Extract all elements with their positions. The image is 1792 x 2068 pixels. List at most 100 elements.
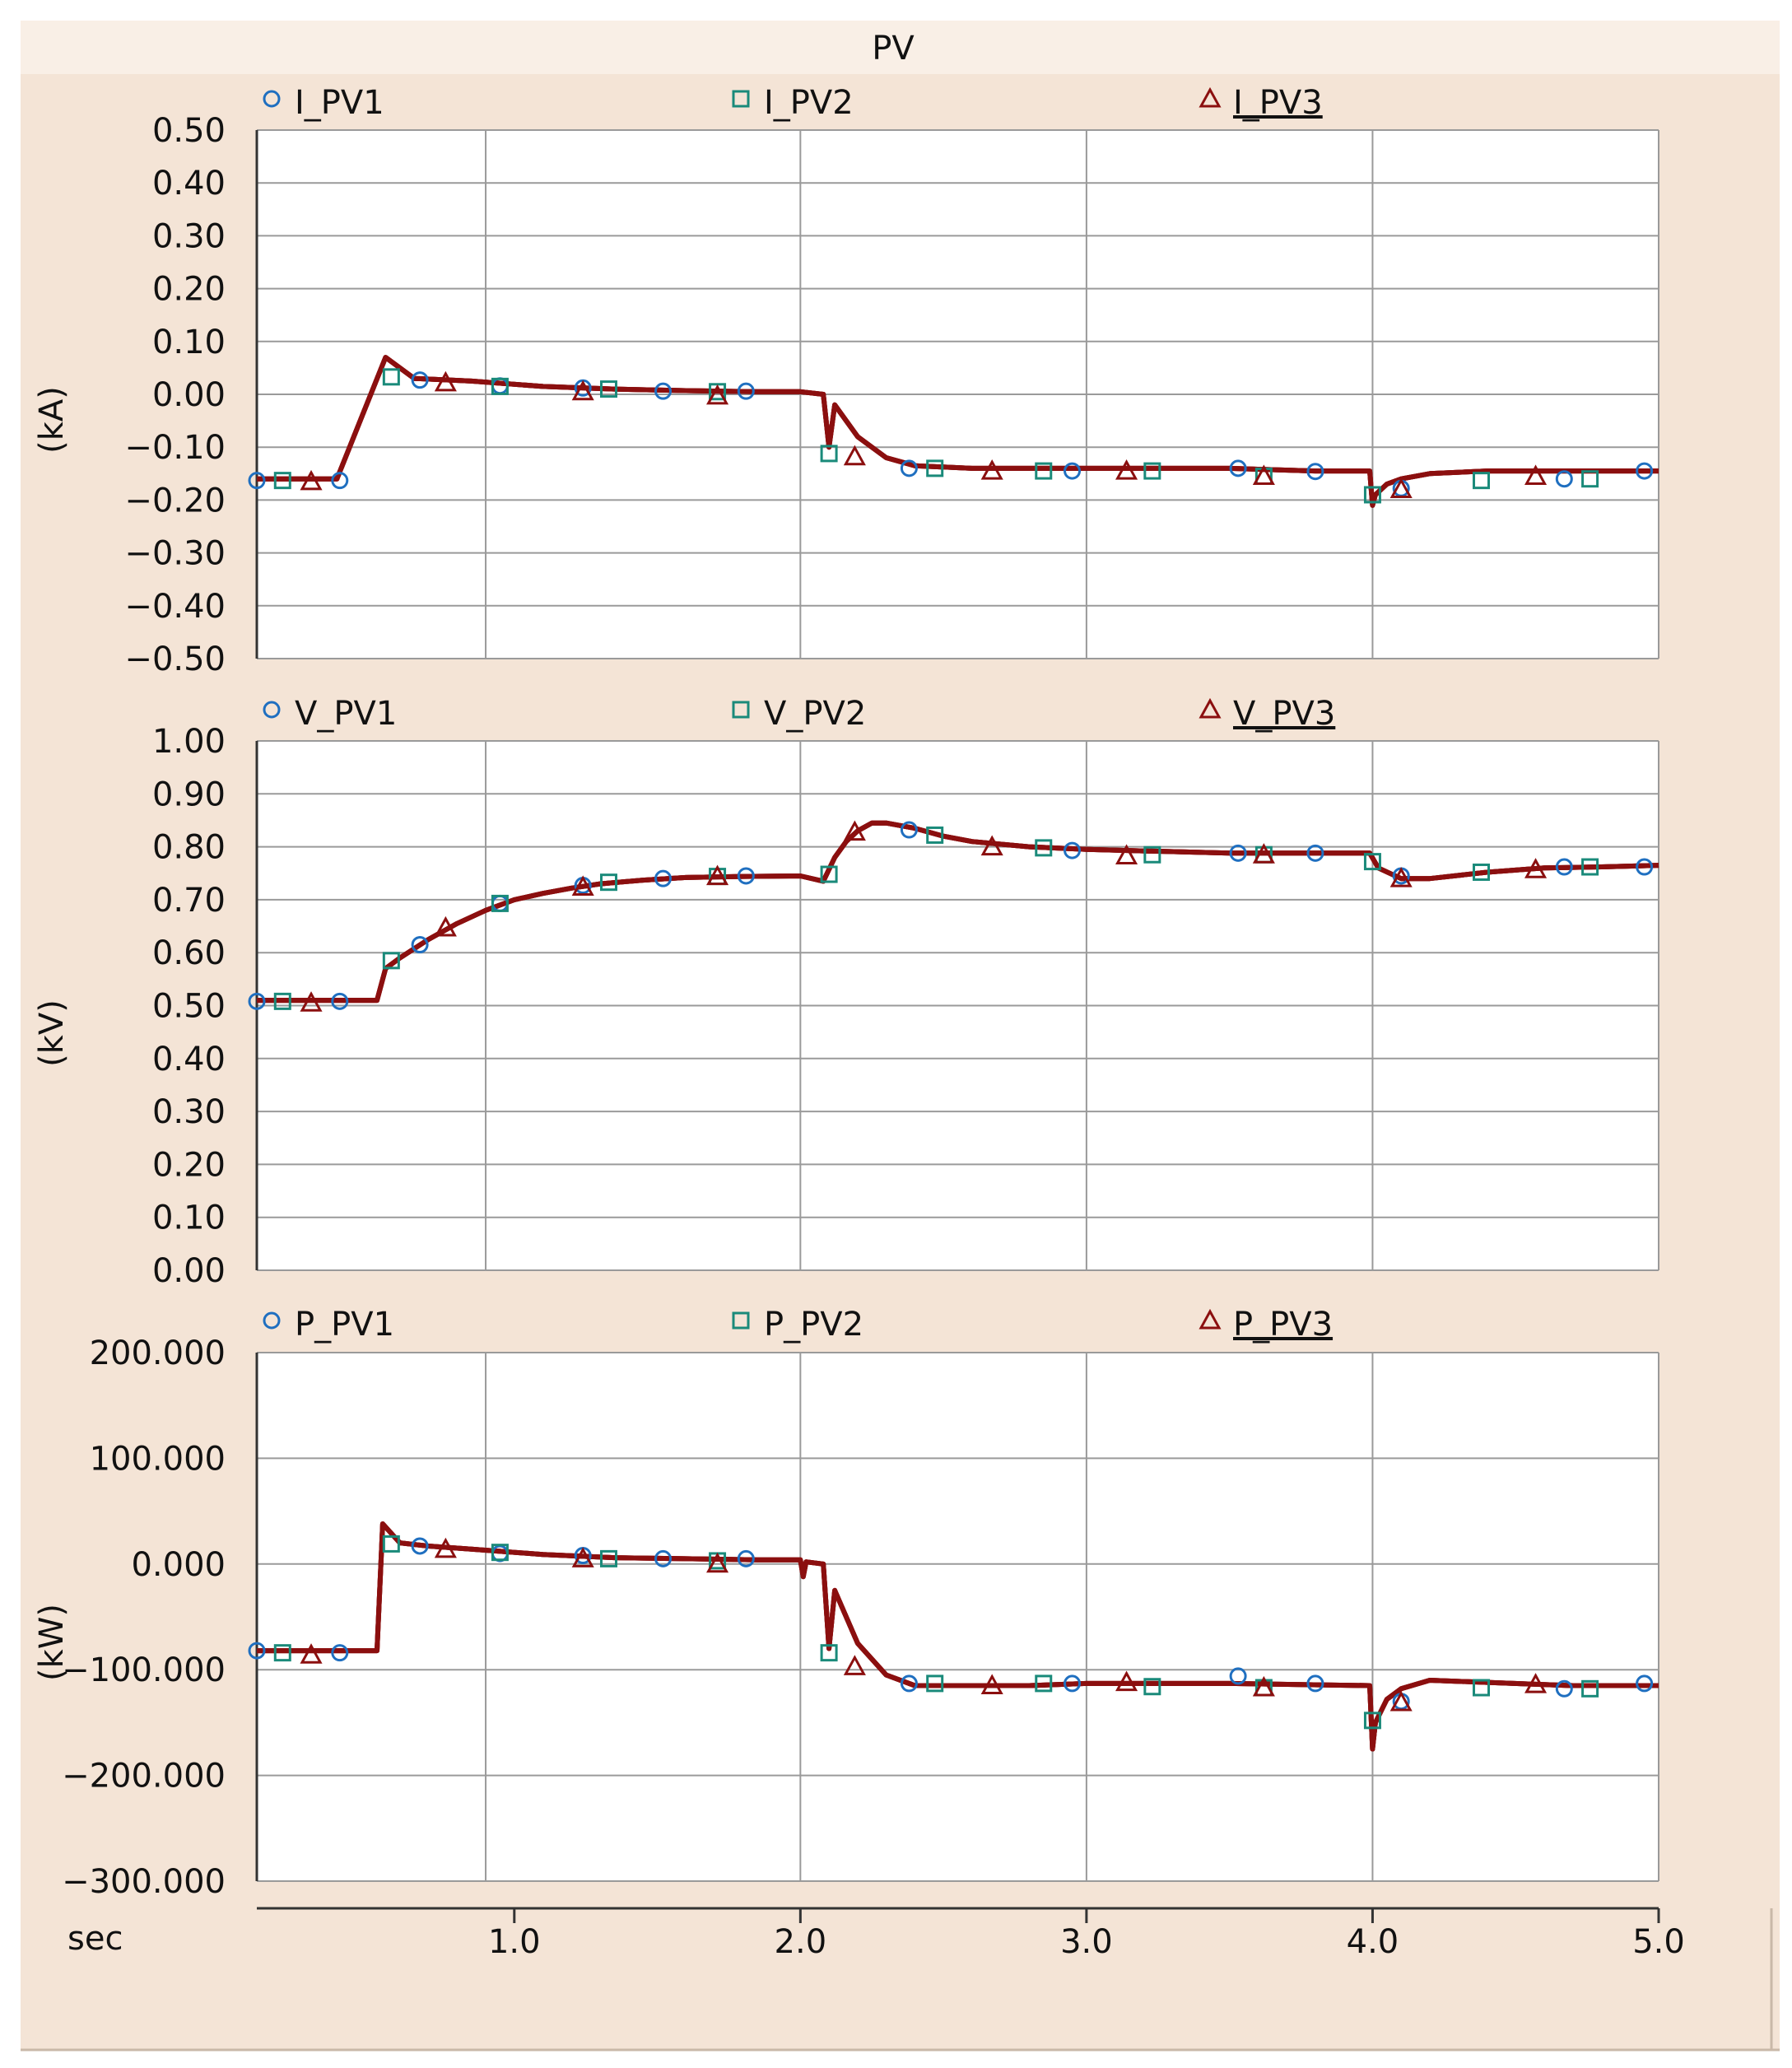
- data-point-I_PV2: [382, 368, 400, 386]
- y-tick-label: −200.000: [62, 1758, 226, 1796]
- data-point-V_PV3: [434, 915, 457, 937]
- data-point-I_PV1: [654, 382, 673, 400]
- data-point-V_PV1: [654, 869, 673, 887]
- data-point-I_PV2: [1363, 486, 1381, 504]
- data-point-I_PV3: [300, 469, 323, 491]
- legend-marker-I_PV3: [1199, 86, 1222, 108]
- legend-marker-P_PV2: [732, 1311, 750, 1330]
- legend-label-I_PV3[interactable]: I_PV3: [1233, 84, 1323, 122]
- data-point-V_PV1: [331, 992, 349, 1010]
- data-point-P_PV3: [1389, 1690, 1413, 1712]
- data-point-V_PV1: [1555, 858, 1573, 876]
- y-tick-label: 100.000: [90, 1440, 226, 1478]
- y-tick-label: 200.000: [90, 1334, 226, 1372]
- data-point-P_PV2: [382, 1535, 400, 1553]
- y-tick-label: 0.80: [152, 829, 226, 867]
- legend-label-V_PV2[interactable]: V_PV2: [764, 695, 866, 733]
- data-point-V_PV1: [1636, 858, 1654, 876]
- data-point-I_PV1: [1306, 463, 1324, 481]
- data-point-V_PV2: [926, 826, 944, 844]
- data-point-P_PV2: [273, 1644, 291, 1662]
- data-point-V_PV1: [1229, 844, 1247, 862]
- data-point-I_PV1: [1229, 459, 1247, 477]
- data-point-V_PV2: [599, 873, 617, 892]
- legend-label-P_PV2[interactable]: P_PV2: [764, 1306, 863, 1344]
- data-point-I_PV1: [248, 472, 266, 490]
- data-point-P_PV3: [571, 1547, 594, 1567]
- y-axis-unit-label: (kW): [33, 1604, 71, 1681]
- data-point-P_PV2: [1473, 1679, 1491, 1697]
- data-point-P_PV1: [1064, 1674, 1082, 1693]
- plot-area: [257, 1353, 1659, 1881]
- data-point-I_PV3: [1524, 464, 1548, 486]
- legend-label-V_PV1[interactable]: V_PV1: [295, 695, 397, 733]
- data-point-P_PV1: [1555, 1679, 1573, 1698]
- data-point-P_PV3: [1115, 1670, 1138, 1692]
- data-point-V_PV2: [491, 894, 509, 912]
- legend-label-I_PV1[interactable]: I_PV1: [295, 84, 384, 122]
- y-tick-label: 0.30: [152, 217, 226, 255]
- data-point-I_PV2: [1143, 462, 1161, 480]
- y-tick-label: 0.000: [131, 1546, 226, 1584]
- data-point-I_PV3: [434, 370, 457, 392]
- data-point-P_PV3: [1252, 1675, 1275, 1697]
- y-tick-label: 0.90: [152, 776, 226, 813]
- y-tick-label: 0.00: [152, 376, 226, 414]
- data-point-V_PV3: [571, 875, 594, 896]
- data-point-I_PV2: [820, 445, 838, 463]
- y-tick-label: 0.00: [152, 1252, 226, 1290]
- data-point-V_PV3: [706, 864, 729, 886]
- data-point-P_PV3: [706, 1552, 729, 1573]
- data-point-I_PV2: [1473, 472, 1491, 490]
- legend-marker-V_PV1: [263, 701, 281, 719]
- data-point-I_PV3: [706, 384, 729, 405]
- x-tick-label: 1.0: [488, 1923, 541, 1961]
- title-bar: [21, 21, 1780, 74]
- chart-panel-power: 200.000 100.000 0.000 −100.000 −200.000 −300.…: [33, 1306, 1659, 1901]
- y-tick-label: 0.40: [152, 165, 226, 203]
- data-point-I_PV3: [571, 380, 594, 401]
- x-tick-label: 4.0: [1347, 1923, 1399, 1961]
- legend-label-I_PV2[interactable]: I_PV2: [764, 84, 854, 122]
- data-point-V_PV3: [980, 835, 1003, 856]
- y-tick-label: −0.30: [124, 535, 226, 573]
- data-point-I_PV2: [926, 459, 944, 477]
- data-point-V_PV3: [1524, 858, 1548, 878]
- y-tick-label: −0.50: [124, 640, 226, 678]
- data-point-V_PV1: [900, 821, 918, 839]
- data-point-I_PV1: [1064, 462, 1082, 480]
- data-point-P_PV1: [737, 1549, 755, 1567]
- data-point-I_PV1: [900, 459, 918, 477]
- y-tick-label: 0.60: [152, 934, 226, 972]
- time-axis-unit: sec: [67, 1920, 123, 1958]
- data-point-V_PV2: [1035, 839, 1053, 857]
- data-point-V_PV3: [1252, 843, 1275, 864]
- y-tick-label: 0.20: [152, 1146, 226, 1184]
- data-point-P_PV1: [1306, 1674, 1324, 1693]
- legend-label-V_PV3[interactable]: V_PV3: [1233, 695, 1335, 733]
- y-tick-label: 0.20: [152, 271, 226, 309]
- y-tick-label: −300.000: [62, 1863, 226, 1901]
- data-point-P_PV2: [820, 1644, 838, 1662]
- data-point-V_PV2: [1143, 845, 1161, 864]
- y-axis-unit-label: (kA): [33, 386, 71, 454]
- data-point-V_PV3: [843, 820, 866, 841]
- data-point-P_PV2: [1035, 1674, 1053, 1693]
- data-point-P_PV2: [1581, 1679, 1599, 1698]
- window-title: PV: [872, 30, 915, 68]
- data-point-P_PV1: [1636, 1674, 1654, 1693]
- y-tick-label: 1.00: [152, 723, 226, 761]
- data-point-P_PV3: [843, 1655, 866, 1675]
- data-point-I_PV3: [980, 459, 1003, 480]
- y-tick-label: −0.40: [124, 588, 226, 626]
- y-tick-label: 0.30: [152, 1093, 226, 1131]
- legend-marker-V_PV3: [1199, 697, 1222, 719]
- data-point-P_PV2: [491, 1544, 509, 1562]
- legend-label-P_PV1[interactable]: P_PV1: [295, 1306, 394, 1344]
- y-tick-label: −0.20: [124, 482, 226, 519]
- chart-panel-voltage: 1.00 0.90 0.80 0.70 0.60 0.50 0.40 0.30 0.20 0.10…: [33, 695, 1659, 1290]
- data-point-P_PV2: [926, 1674, 944, 1693]
- legend-marker-P_PV1: [263, 1311, 281, 1330]
- legend-label-P_PV3[interactable]: P_PV3: [1233, 1306, 1333, 1344]
